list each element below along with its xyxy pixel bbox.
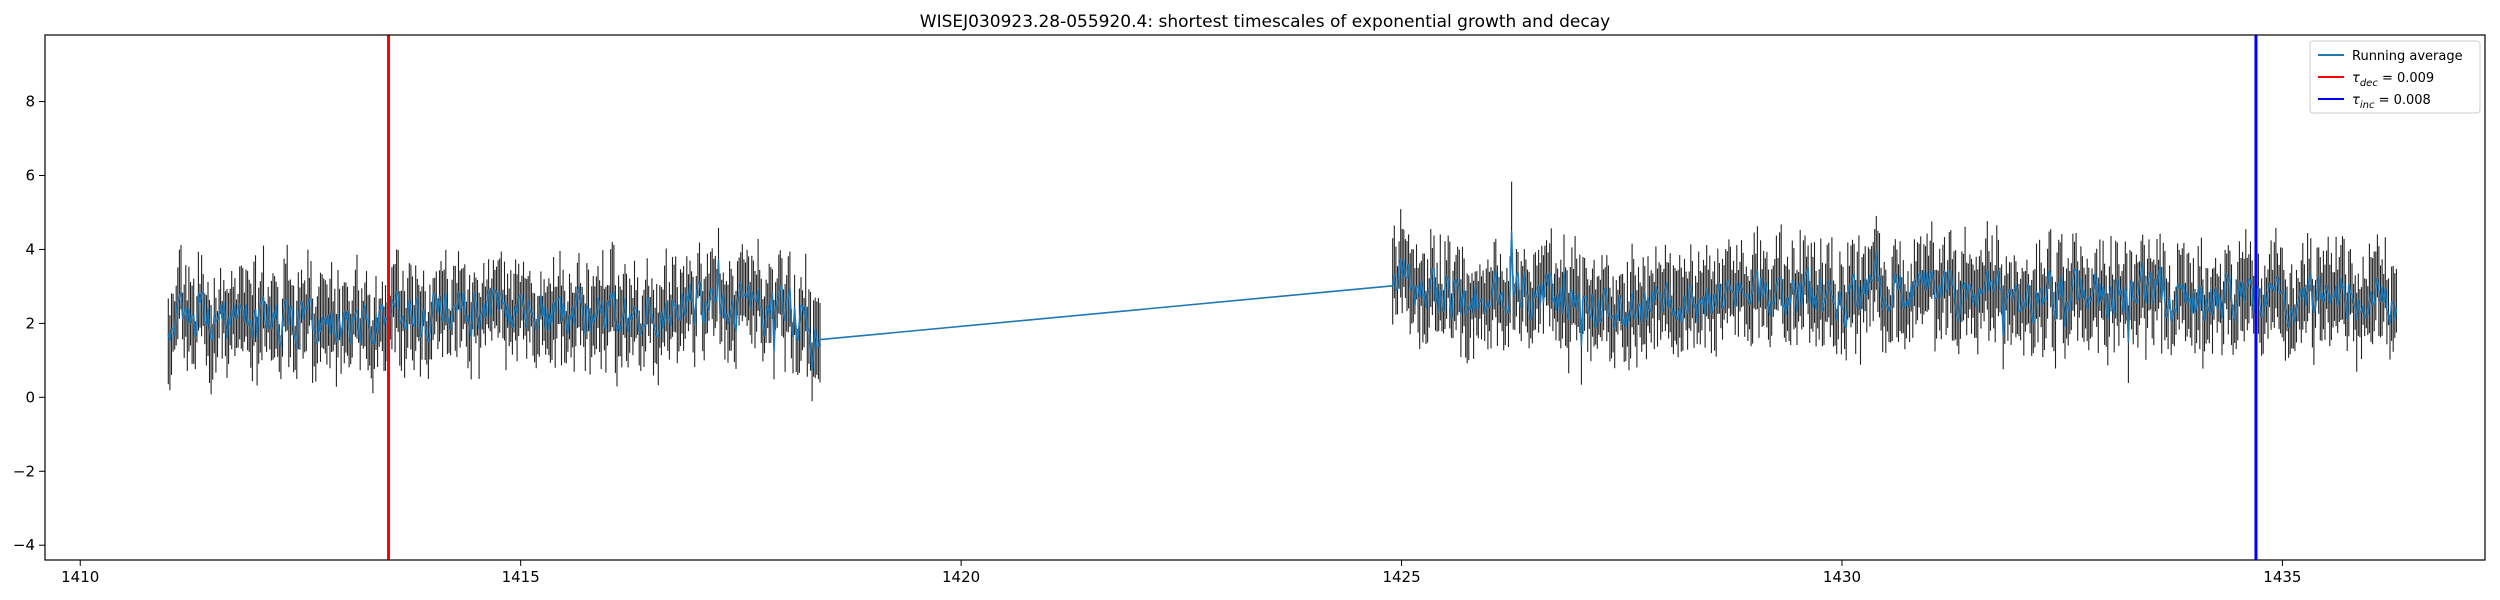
y-tick-label: 0 (25, 388, 35, 406)
vertical-lines (387, 35, 2258, 560)
x-tick-label: 1435 (2263, 568, 2301, 586)
legend-label: τinc = 0.008 (2352, 93, 2431, 111)
legend-box (2309, 40, 2481, 114)
legend-label: Running average (2352, 49, 2463, 64)
y-tick-label: 4 (25, 240, 35, 258)
x-tick-label: 1415 (502, 568, 540, 586)
y-tick-label: −4 (13, 536, 35, 554)
running-average-series (167, 231, 2398, 372)
y-tick-label: 8 (25, 93, 35, 111)
running-average-line (167, 231, 2398, 372)
plot-frame (44, 34, 2486, 561)
legend-label: τdec = 0.009 (2352, 71, 2434, 89)
x-tick-label: 1430 (1823, 568, 1861, 586)
chart-title: WISEJ030923.28-055920.4: shortest timesc… (920, 12, 1610, 32)
y-tick-label: −2 (13, 462, 35, 480)
legend: Running average τdec = 0.009 τinc = 0.008 (2309, 40, 2481, 114)
x-tick-label: 1420 (942, 568, 980, 586)
x-tick-label: 1410 (61, 568, 99, 586)
y-axis: −4 −2 0 2 4 6 8 (13, 93, 45, 554)
error-bars (167, 181, 2397, 402)
x-axis: 1410 1415 1420 1425 1430 1435 (61, 560, 2301, 586)
y-tick-label: 6 (25, 166, 35, 184)
y-tick-label: 2 (25, 314, 35, 332)
x-tick-label: 1425 (1382, 568, 1420, 586)
